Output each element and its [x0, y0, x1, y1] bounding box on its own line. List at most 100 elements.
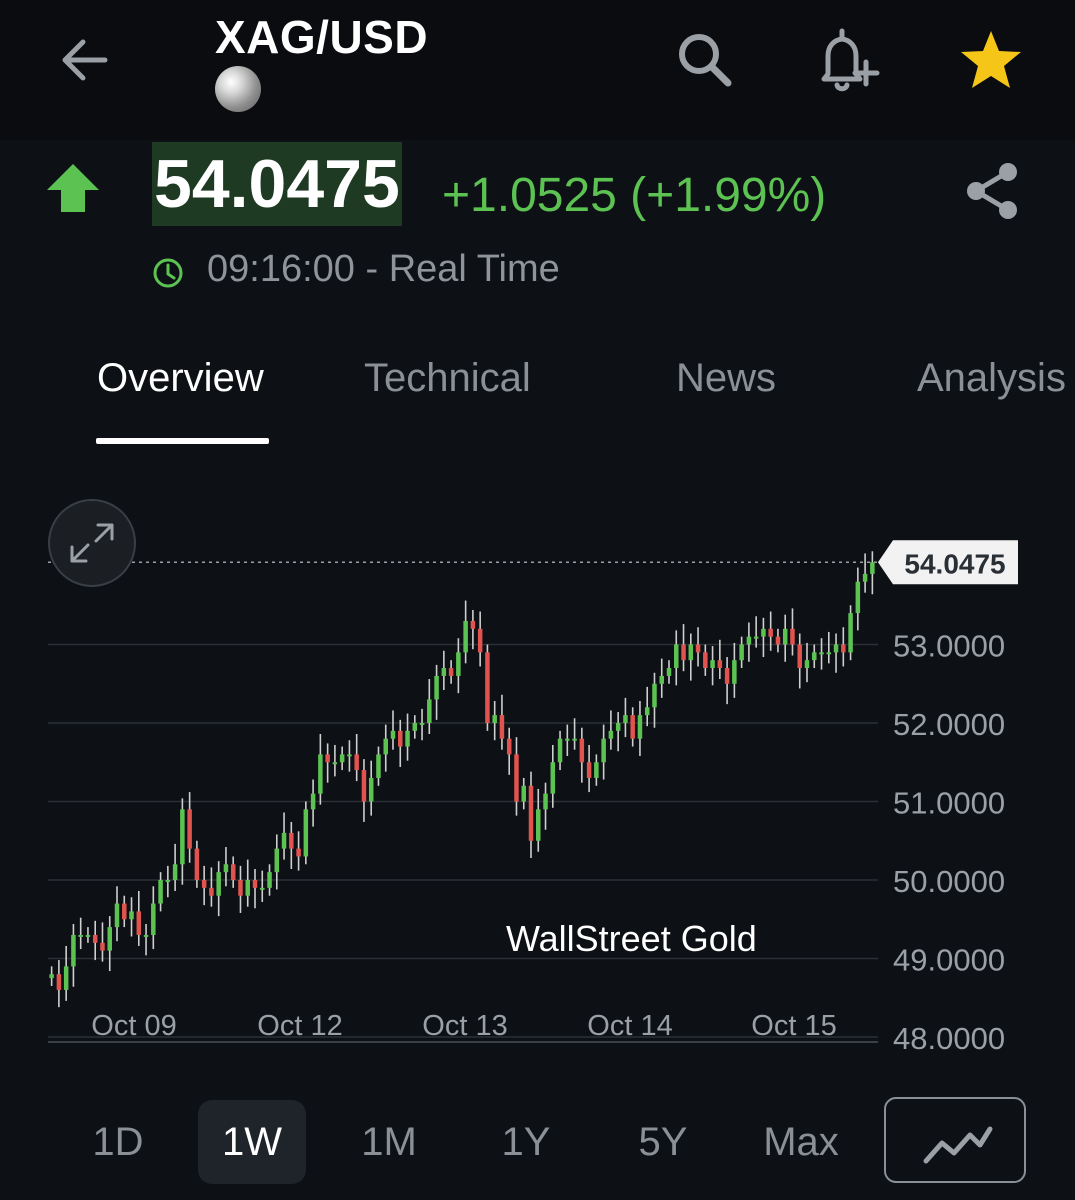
candle-body [136, 911, 142, 935]
active-tab-indicator [96, 438, 269, 444]
range-1y[interactable]: 1Y [501, 1120, 551, 1164]
tab-news[interactable]: News [676, 356, 777, 400]
candle-body [608, 730, 614, 739]
chart-type-button[interactable] [884, 1097, 1026, 1183]
candle-body [768, 628, 773, 637]
candle-body [419, 723, 425, 725]
candle-body [325, 754, 330, 763]
candle-body [209, 887, 214, 896]
candle-body [470, 620, 476, 629]
candle-body [862, 573, 868, 582]
candle-body [354, 754, 359, 771]
chart-watermark: WallStreet Gold [506, 918, 757, 959]
candle-body [485, 652, 490, 723]
candle-body [427, 699, 432, 723]
candle-body [172, 864, 178, 880]
star-icon[interactable] [958, 28, 1024, 92]
candle-body [296, 848, 301, 857]
range-1w[interactable]: 1W [198, 1100, 306, 1184]
candle-body [601, 738, 606, 763]
search-icon[interactable] [672, 28, 736, 92]
candle-body [717, 660, 723, 669]
candle-body [165, 880, 171, 882]
candle-body [56, 974, 62, 990]
top-bar [0, 0, 1075, 140]
candle-body [180, 809, 185, 865]
candle-body [187, 809, 192, 849]
candle-body [833, 644, 839, 653]
candle-body [441, 668, 447, 676]
candle-body [456, 652, 461, 676]
candle-body [782, 628, 788, 645]
add-alert-bell-icon[interactable] [810, 26, 882, 94]
candle-body [855, 581, 861, 614]
range-1d[interactable]: 1D [92, 1120, 144, 1164]
candle-body [579, 738, 585, 763]
candle-body [761, 628, 766, 637]
candle-body [557, 738, 563, 763]
tab-analysis[interactable]: Analysis [917, 356, 1066, 400]
range-max[interactable]: Max [763, 1120, 839, 1164]
candle-body [310, 793, 316, 810]
candle-body [201, 880, 207, 888]
candle-body [492, 715, 497, 723]
candle-body [289, 832, 294, 849]
tab-technical[interactable]: Technical [364, 356, 531, 400]
candle-body [100, 942, 105, 951]
x-tick-label: Oct 15 [751, 1010, 836, 1042]
expand-icon [70, 523, 114, 563]
candle-body [594, 762, 599, 778]
candle-body [732, 660, 737, 684]
candle-body [151, 903, 156, 935]
candle-body [71, 934, 76, 967]
candle-body [223, 864, 229, 873]
candle-body [870, 562, 875, 574]
candle-body [332, 762, 338, 765]
current-price-tag-label: 54.0475 [904, 548, 1005, 579]
candle-body [158, 880, 163, 904]
candle-body [826, 652, 832, 655]
candle-body [521, 785, 526, 802]
candle-body [812, 652, 817, 661]
back-arrow-icon[interactable] [55, 30, 115, 90]
candle-body [666, 668, 672, 676]
candle-body [724, 668, 730, 684]
up-arrow-icon [47, 164, 99, 212]
price-chart[interactable]: 48.0000 49.0000 50.0000 51.0000 52.0000 53.00… [0, 490, 1075, 1060]
candle-body [790, 628, 795, 645]
current-price: 54.0475 [152, 142, 402, 226]
candle-body [376, 754, 381, 778]
quote-time: 09:16:00 - Real Time [207, 248, 560, 290]
candle-body [572, 738, 577, 741]
candle-body [194, 848, 200, 880]
candle-body [710, 660, 715, 669]
candle-body [477, 628, 483, 653]
candle-body [281, 832, 287, 849]
candle-body [644, 707, 650, 716]
expand-chart-button[interactable] [48, 499, 136, 587]
range-5y[interactable]: 5Y [638, 1120, 688, 1164]
candle-body [536, 809, 541, 841]
candle-body [514, 754, 519, 802]
y-tick-label: 53.0000 [893, 629, 1005, 664]
clock-icon [153, 258, 183, 288]
candle-body [107, 927, 112, 951]
silver-coin-icon [215, 66, 261, 112]
range-1m[interactable]: 1M [361, 1120, 417, 1164]
share-icon[interactable] [962, 160, 1022, 222]
candle-body [412, 723, 418, 731]
symbol-title: XAG/USD [215, 11, 429, 63]
candle-body [630, 715, 635, 739]
candle-body [753, 636, 759, 639]
candle-body [703, 652, 708, 669]
candle-body [615, 723, 621, 731]
y-tick-label: 52.0000 [893, 707, 1005, 742]
y-tick-label: 48.0000 [893, 1021, 1005, 1056]
candle-body [848, 613, 853, 653]
candle-body [841, 644, 846, 653]
candle-body [565, 738, 570, 741]
tab-overview[interactable]: Overview [97, 356, 264, 400]
candle-body [361, 770, 367, 802]
candle-body [383, 738, 388, 755]
candle-body [274, 848, 280, 873]
